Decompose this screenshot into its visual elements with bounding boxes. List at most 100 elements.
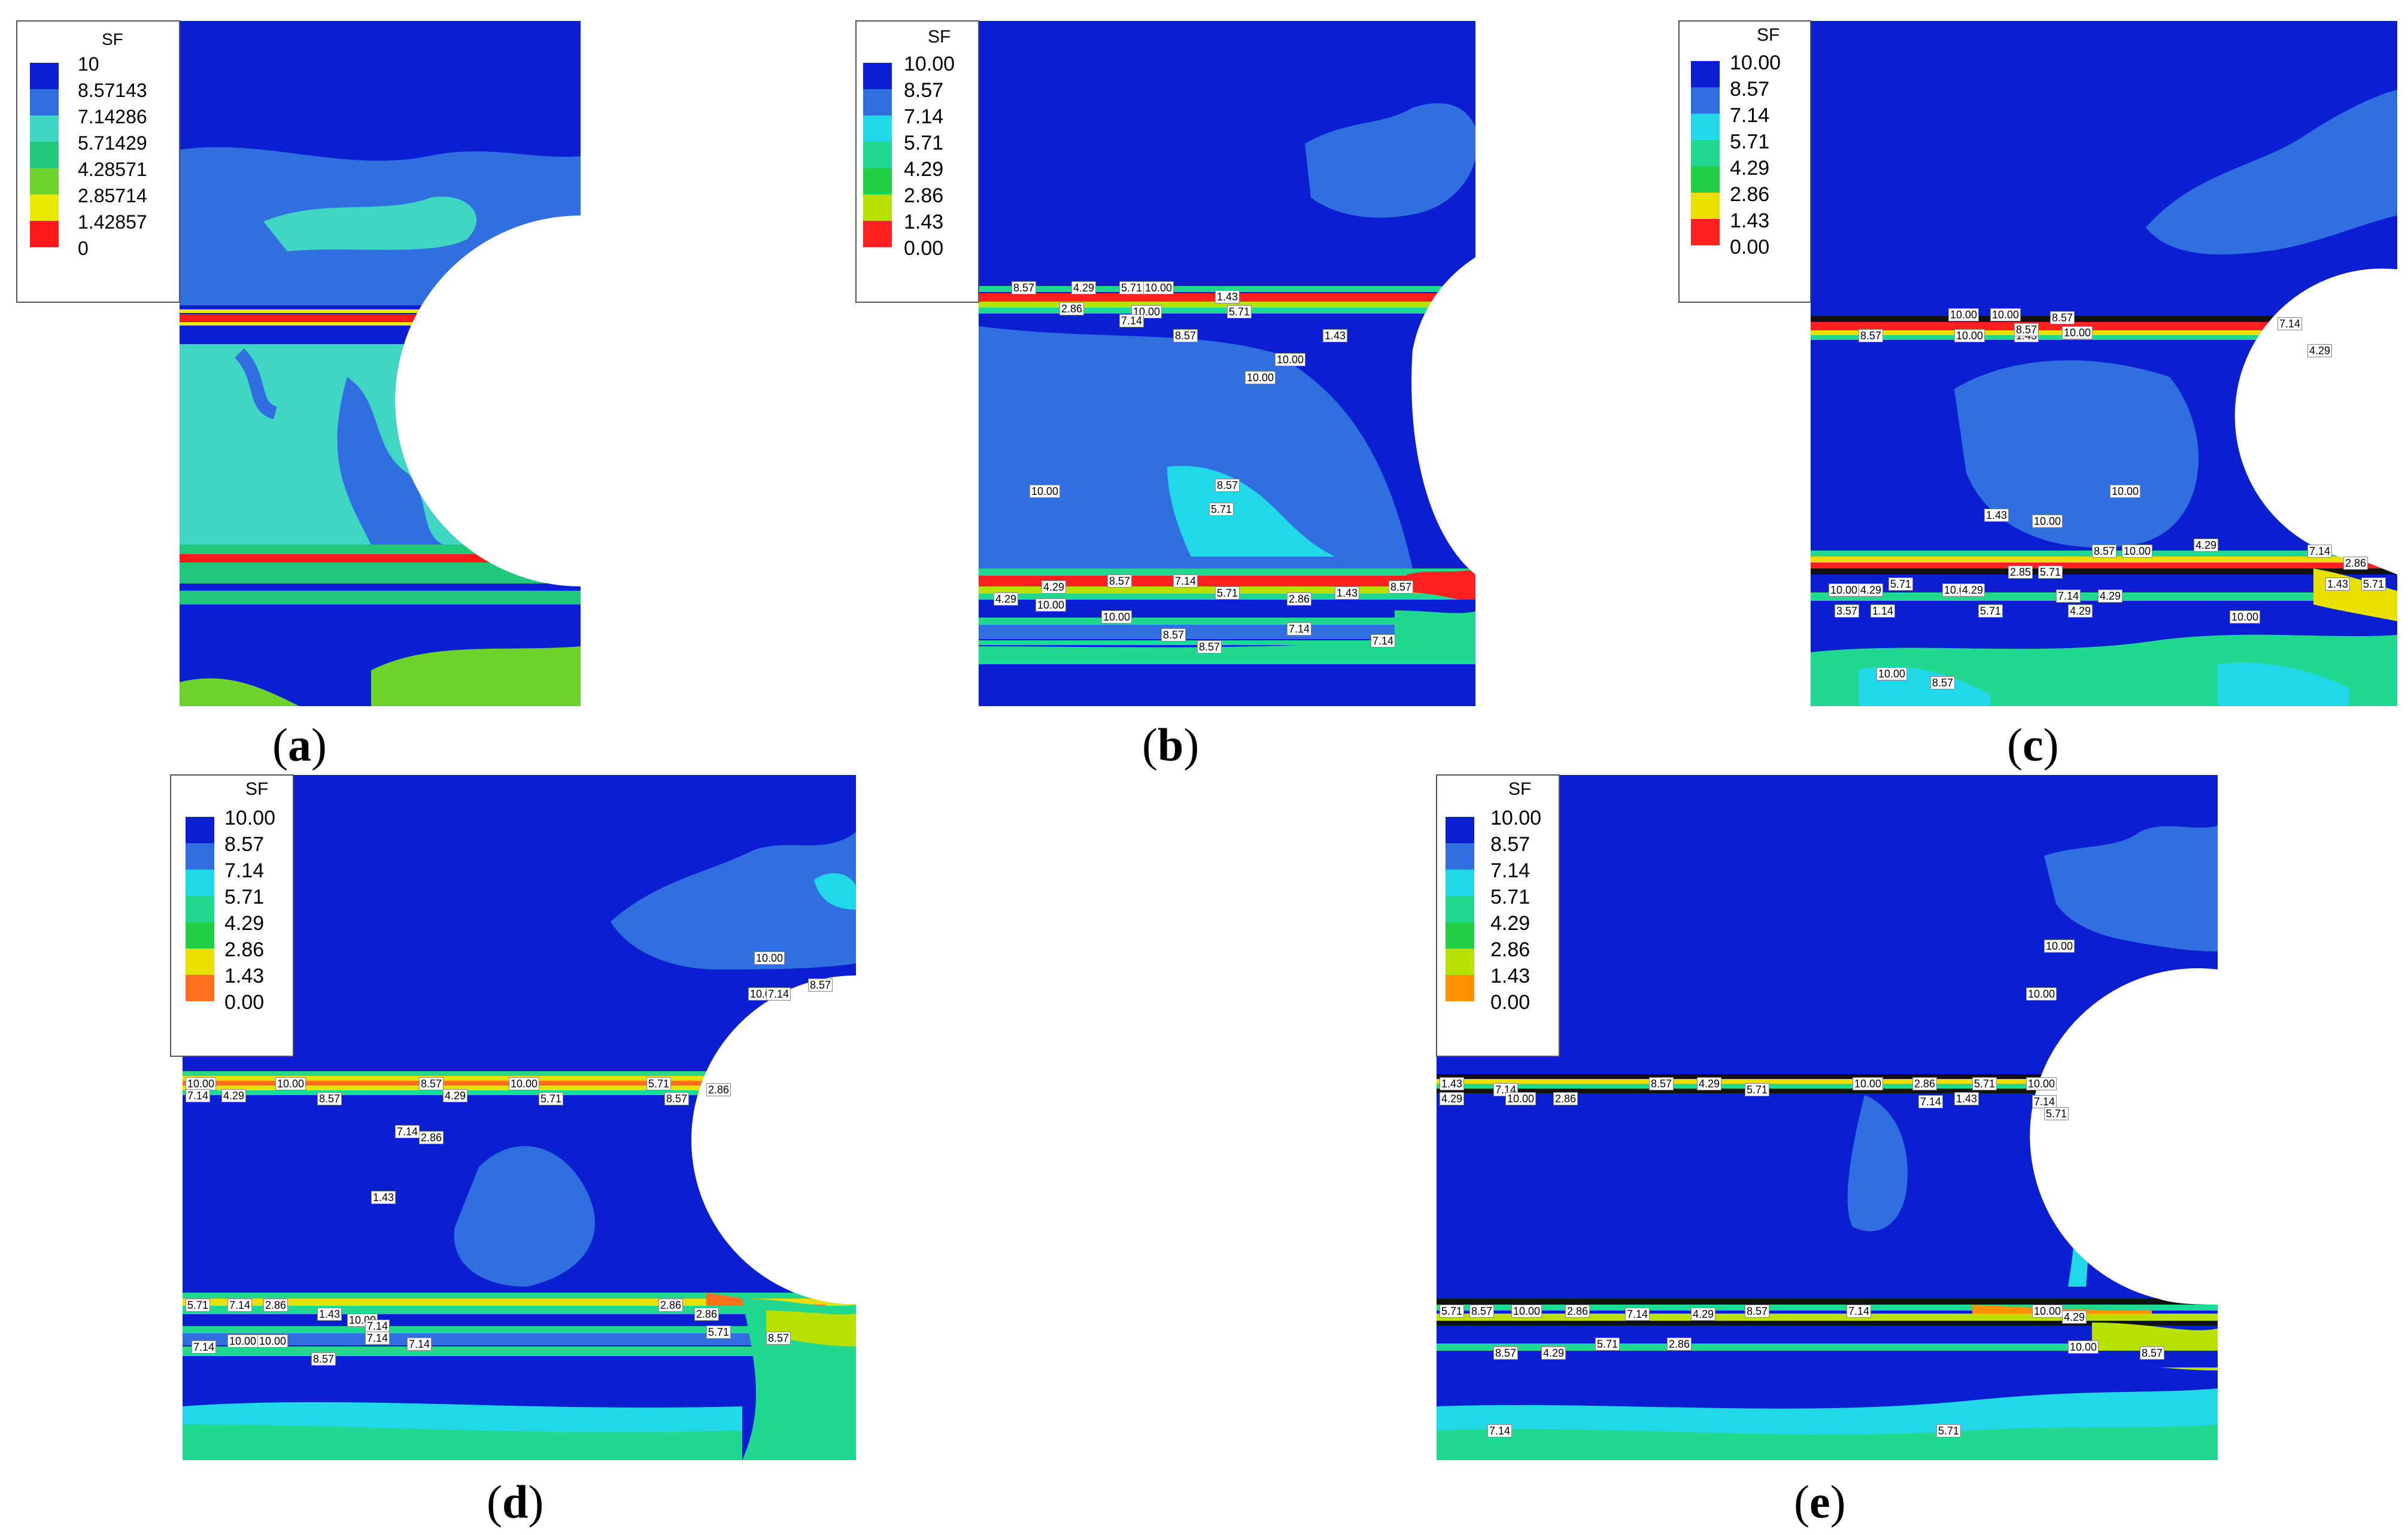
contour-label: 8.57: [1197, 640, 1222, 653]
legend-level-label: 1.43: [224, 965, 265, 987]
legend-swatch: [1446, 817, 1474, 843]
contour-label: 8.57: [1493, 1346, 1519, 1360]
contour-label: 8.57: [1173, 329, 1198, 342]
contour-label: 10.00: [1101, 610, 1132, 624]
contour-label: 7.14: [227, 1299, 253, 1312]
contour-label: 7.14: [1173, 575, 1198, 588]
contour-label: 2.86: [1667, 1338, 1692, 1351]
legend-level-label: 5.71: [1490, 886, 1531, 908]
legend-title-b: SF: [928, 27, 951, 47]
contour-label: 10.00: [1030, 485, 1061, 498]
contour-label: 10.00: [1954, 329, 1985, 342]
caption-c: (c): [2007, 719, 2059, 771]
contour-label: 2.86: [1553, 1092, 1578, 1105]
legend-swatch: [1691, 140, 1720, 166]
contour-label: 5.71: [1888, 577, 1914, 591]
contour-label: 8.57: [1161, 628, 1186, 642]
contour-label: 8.57: [2014, 323, 2039, 336]
contour-label: 1.43: [1335, 586, 1360, 600]
contour-label: 8.57: [1107, 575, 1132, 588]
contour-label: 8.57: [1389, 580, 1414, 594]
legend-level-label: 0.00: [1730, 236, 1770, 259]
legend-level-label: 8.57: [224, 833, 265, 856]
legend-level-label: 4.28571: [78, 159, 147, 180]
contour-label: 7.14: [766, 987, 791, 1001]
contour-label: 2.86: [706, 1083, 731, 1096]
contour-label: 7.14: [1371, 634, 1396, 648]
contour-plot-d: [170, 774, 856, 1460]
contour-label: 10.00: [1036, 598, 1067, 612]
legend-title-e: SF: [1508, 779, 1532, 799]
contour-label: 8.57: [317, 1092, 342, 1105]
contour-label: 7.14: [1287, 622, 1312, 636]
legend-level-label: 10.00: [1490, 807, 1542, 829]
contour-label: 2.86: [263, 1299, 289, 1312]
legend-swatch: [1691, 114, 1720, 140]
legend-swatch: [30, 115, 59, 142]
legend-level-label: 7.14: [224, 859, 265, 882]
legend-swatch: [186, 870, 214, 896]
contour-label: 2.86: [419, 1131, 444, 1144]
contour-label: 5.71: [1215, 586, 1240, 600]
contour-label: 10.00: [257, 1335, 289, 1348]
legend-title-d: SF: [245, 779, 269, 799]
legend-swatch: [1446, 896, 1474, 922]
legend-level-label: 8.57: [1490, 833, 1531, 856]
contour-label: 10.00: [186, 1077, 217, 1090]
contour-label: 7.14: [365, 1320, 390, 1333]
contour-label: 8.57: [1012, 281, 1037, 294]
caption-b: (b): [1142, 719, 1200, 771]
contour-label: 5.71: [1745, 1083, 1770, 1096]
contour-label: 10.00: [1876, 667, 1908, 680]
contour-label: 10.00: [1511, 1305, 1542, 1318]
contour-label: 2.86: [658, 1299, 684, 1312]
legend-level-label: 1.43: [904, 211, 944, 233]
legend-level-label: 0.00: [1490, 991, 1531, 1014]
contour-label: 5.71: [539, 1092, 564, 1105]
contour-label: 10.00: [1990, 308, 2021, 321]
contour-label: 2.86: [2343, 557, 2368, 570]
legend-swatch: [1691, 61, 1720, 87]
contour-plot-e: [1436, 774, 2218, 1460]
caption-letter-e: e: [1809, 1476, 1830, 1528]
legend-level-label: 8.57143: [78, 80, 147, 101]
panel-e: SF 10.00 8.57 7.14 5.71 4.29 2.86 1.43 0.00 10.…: [1434, 772, 2224, 1532]
contour-label: 5.71: [646, 1077, 672, 1090]
contour-label: 10.00: [1275, 353, 1306, 366]
caption-letter-a: a: [287, 719, 311, 771]
contour-label: 10.00: [2032, 515, 2063, 528]
contour-label: 4.29: [2098, 589, 2123, 603]
legend-level-label: 0.00: [904, 237, 944, 260]
contour-label: 7.14: [2056, 589, 2081, 603]
contour-label: 4.29: [1691, 1308, 1716, 1321]
contour-label: 4.29: [2194, 539, 2219, 552]
contour-label: 7.14: [395, 1125, 420, 1138]
contour-plot-b: [855, 20, 1475, 706]
contour-label: 5.71: [1119, 281, 1144, 294]
legend-level-label: 7.14: [904, 105, 944, 128]
contour-label: 10.00: [2032, 1305, 2063, 1318]
contour-label: 10.00: [1829, 583, 1860, 597]
contour-label: 4.29: [1859, 583, 1884, 597]
legend-swatch: [863, 194, 892, 221]
contour-label: 7.14: [1625, 1308, 1650, 1321]
legend-level-label: 4.29: [224, 912, 265, 935]
contour-label: 8.57: [664, 1092, 690, 1105]
contour-label: 4.29: [2307, 344, 2333, 357]
legend-swatch: [186, 975, 214, 1001]
legend-swatch: [863, 115, 892, 142]
contour-label: 5.71: [1936, 1424, 1961, 1437]
legend-swatch: [1446, 843, 1474, 870]
legend-swatch: [1446, 949, 1474, 975]
panel-a: SF 10 8.57143 7.14286 5.71429 4.28571 2.85714…: [12, 18, 587, 771]
contour-label: 5.71: [2044, 1107, 2069, 1120]
contour-label: 2.86: [1565, 1305, 1590, 1318]
contour-plot-a: [16, 20, 581, 706]
contour-label: 8.57: [766, 1332, 791, 1345]
contour-label: 10.00: [1948, 308, 1979, 321]
contour-label: 5.71: [1209, 503, 1234, 516]
contour-label: 1.43: [371, 1191, 396, 1204]
legend-level-label: 10: [78, 53, 99, 75]
caption-e: (e): [1794, 1476, 1846, 1528]
legend-swatch: [863, 168, 892, 194]
